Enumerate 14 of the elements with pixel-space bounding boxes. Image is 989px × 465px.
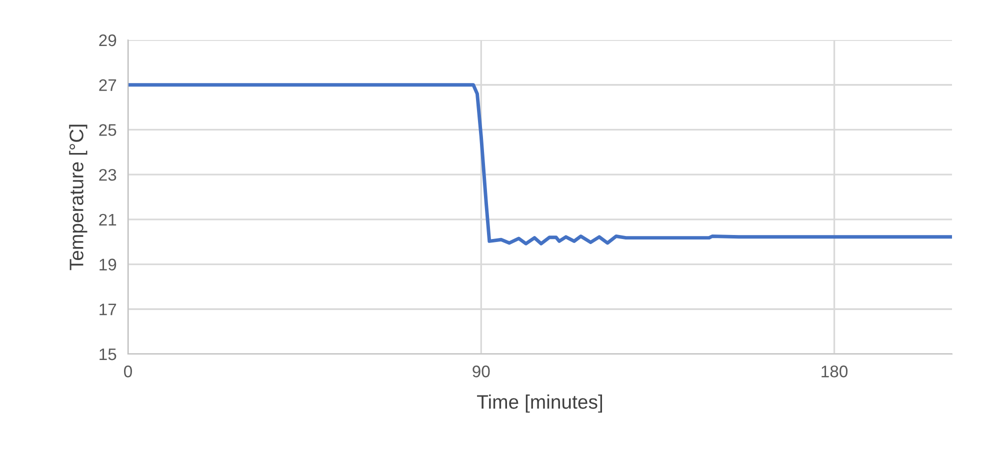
y-tick-label: 23	[99, 168, 116, 181]
y-tick-label: 19	[100, 258, 116, 270]
y-tick-label: 15	[100, 348, 116, 360]
line-series	[128, 83, 952, 246]
y-axis-title: Temperature [°C]	[69, 124, 88, 270]
x-axis-title: Time [minutes]	[477, 394, 602, 413]
x-tick-label: 180	[822, 366, 848, 378]
y-tick-label: 25	[99, 124, 116, 136]
x-tick-label: 0	[124, 366, 132, 378]
y-tick-label: 17	[100, 304, 116, 316]
y-tick-label: 21	[99, 214, 116, 226]
x-tick-label: 90	[472, 366, 490, 378]
y-tick-label: 29	[99, 34, 116, 46]
y-tick-label: 27	[99, 79, 116, 91]
